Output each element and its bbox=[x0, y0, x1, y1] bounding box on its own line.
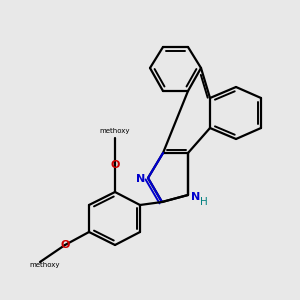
Text: O: O bbox=[110, 160, 120, 170]
Text: H: H bbox=[200, 197, 208, 207]
Text: O: O bbox=[60, 240, 70, 250]
Text: methoxy: methoxy bbox=[30, 262, 60, 268]
Text: N: N bbox=[136, 174, 145, 184]
Text: N: N bbox=[191, 192, 200, 202]
Text: methoxy: methoxy bbox=[100, 128, 130, 134]
